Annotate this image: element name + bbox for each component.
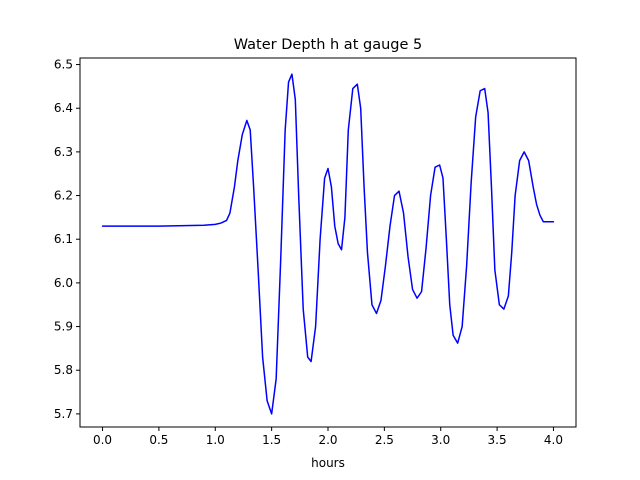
y-tick-label: 6.3 xyxy=(54,145,73,159)
x-tick-label: 0.5 xyxy=(149,433,168,447)
y-tick-label: 5.7 xyxy=(54,407,73,421)
x-tick-label: 1.0 xyxy=(206,433,225,447)
x-tick-label: 4.0 xyxy=(544,433,563,447)
y-tick-label: 6.1 xyxy=(54,232,73,246)
x-tick-label: 2.5 xyxy=(375,433,394,447)
x-tick-label: 2.0 xyxy=(318,433,337,447)
y-tick-label: 5.8 xyxy=(54,363,73,377)
x-tick-label: 1.5 xyxy=(262,433,281,447)
y-tick-label: 6.0 xyxy=(54,276,73,290)
y-tick-label: 6.4 xyxy=(54,101,73,115)
y-tick-label: 5.9 xyxy=(54,320,73,334)
y-tick-label: 6.5 xyxy=(54,58,73,72)
y-tick-label: 6.2 xyxy=(54,189,73,203)
chart-title: Water Depth h at gauge 5 xyxy=(234,37,422,53)
x-axis-label: hours xyxy=(311,456,345,470)
x-tick-label: 3.5 xyxy=(488,433,507,447)
x-tick-label: 0.0 xyxy=(93,433,112,447)
series-line-0 xyxy=(101,73,555,415)
x-tick-label: 3.0 xyxy=(431,433,450,447)
plot-area: 0.0 0.5 1.0 1.5 2.0 2.5 3.0 3.5 4.0 5.7 5.8 5.9 6.0 6… xyxy=(54,57,577,447)
